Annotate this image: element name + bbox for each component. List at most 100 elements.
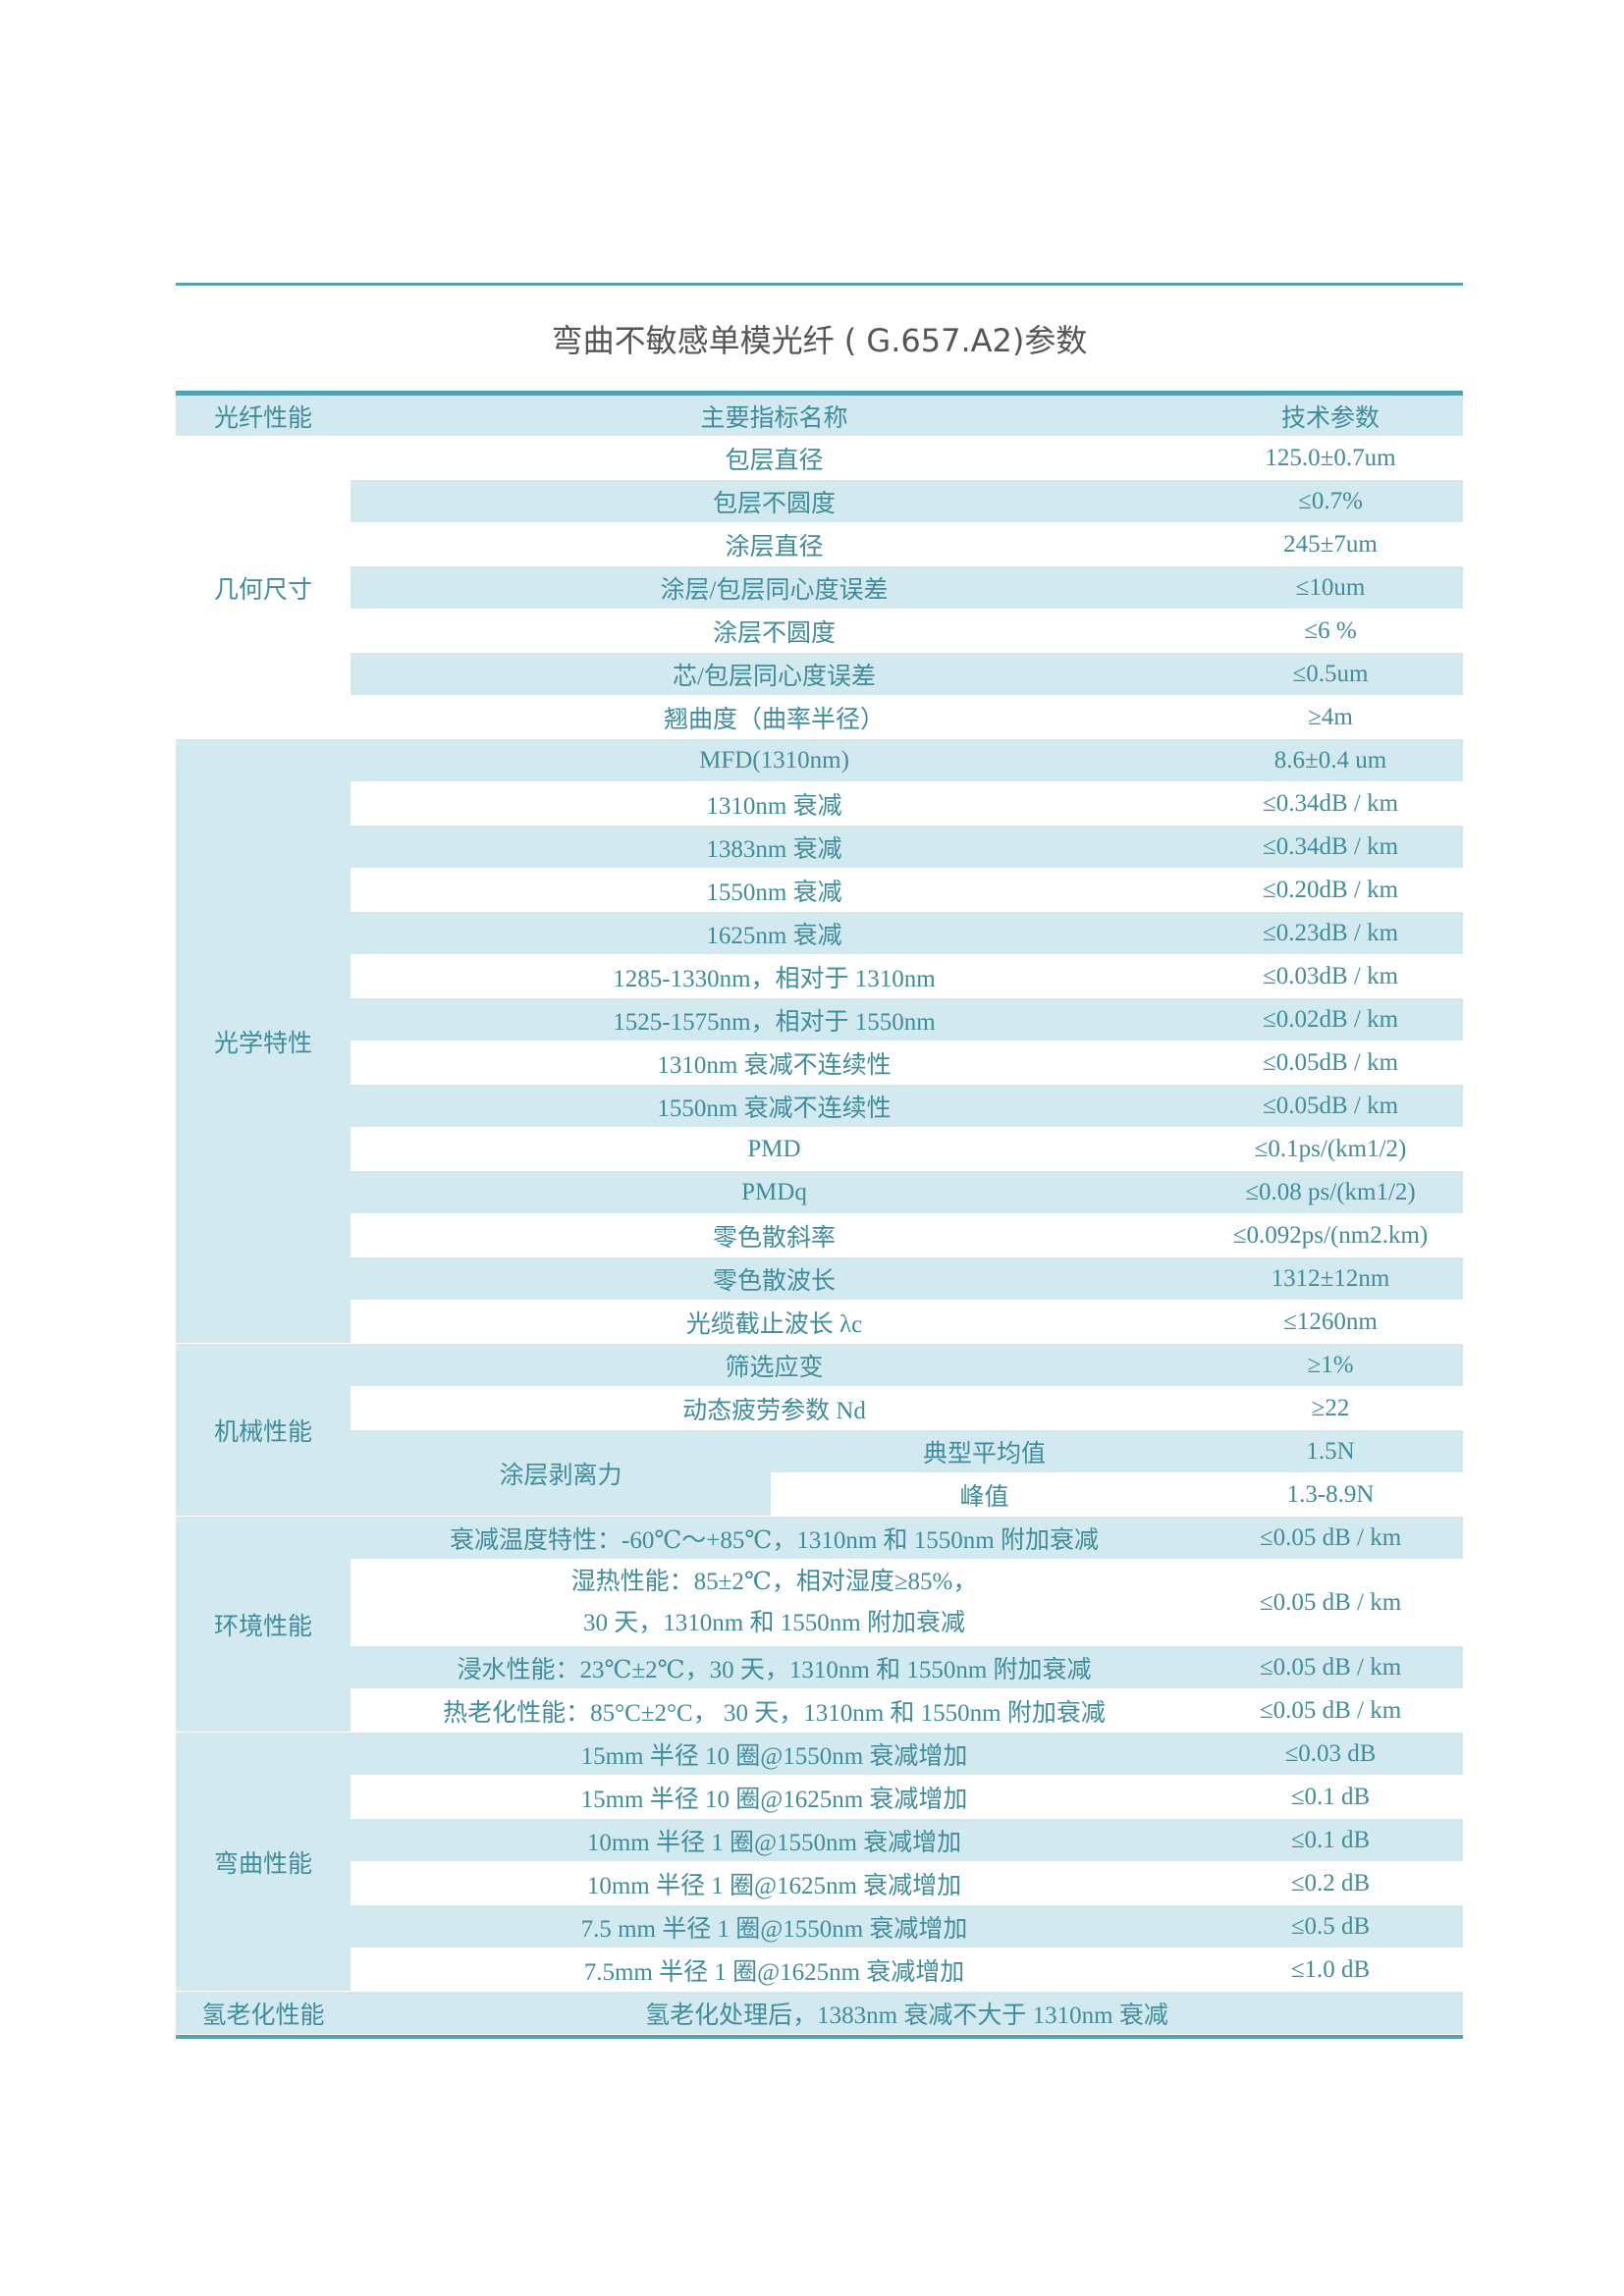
parameter-name: 涂层直径 (351, 522, 1199, 566)
parameter-value: ≥1% (1198, 1343, 1464, 1387)
parameter-name: 翘曲度（曲率半径） (351, 695, 1199, 739)
header-category: 光纤性能 (176, 396, 351, 437)
parameter-name: 1625nm 衰减 (351, 911, 1199, 955)
parameter-value: 1.5N (1198, 1429, 1464, 1473)
table-row: 1550nm 衰减不连续性 ≤0.05dB / km (176, 1084, 1464, 1128)
parameter-value: ≤0.1 dB (1198, 1775, 1464, 1819)
parameter-name: PMD (351, 1127, 1199, 1171)
table-row: 几何尺寸 包层直径 125.0±0.7um (176, 436, 1464, 739)
page-title: 弯曲不敏感单模光纤 ( G.657.A2)参数 (551, 322, 1088, 359)
parameter-name: 15mm 半径 10 圈@1550nm 衰减增加 (351, 1732, 1199, 1776)
parameter-value: ≤1260nm (1198, 1300, 1464, 1344)
header-value: 技术参数 (1198, 396, 1464, 437)
header-name: 主要指标名称 (351, 396, 1199, 437)
parameter-value: 1312±12nm (1198, 1256, 1464, 1301)
parameter-name: 7.5mm 半径 1 圈@1625nm 衰减增加 (351, 1948, 1199, 1992)
table-row: 涂层/包层同心度误差 ≤10um (176, 565, 1464, 610)
parameter-name: 光缆截止波长 λc (351, 1300, 1199, 1344)
parameter-value: ≥22 (1198, 1386, 1464, 1430)
table-row: 零色散波长 1312±12nm (176, 1256, 1464, 1301)
parameter-name: 湿热性能：85±2℃，相对湿度≥85%， 30 天，1310nm 和 1550nm… (351, 1559, 1199, 1646)
name-line-1: 湿热性能：85±2℃，相对湿度≥85%， (570, 1568, 978, 1595)
parameter-name: PMDq (351, 1170, 1199, 1214)
table-row: 10mm 半径 1 圈@1550nm 衰减增加 ≤0.1 dB (176, 1818, 1464, 1862)
table-row: 1285-1330nm，相对于 1310nm ≤0.03dB / km (176, 954, 1464, 998)
table-row: 涂层不圆度 ≤6 % (176, 609, 1464, 653)
parameter-name: 芯/包层同心度误差 (351, 652, 1199, 696)
parameter-name: 1550nm 衰减 (351, 868, 1199, 912)
parameter-value: ≤0.1 dB (1198, 1818, 1464, 1862)
table-row: 涂层直径 245±7um (176, 522, 1464, 566)
table-row: 动态疲劳参数 Nd ≥22 (176, 1386, 1464, 1430)
parameter-name: 1310nm 衰减 (351, 781, 1199, 826)
parameter-value: ≤1.0 dB (1198, 1948, 1464, 1992)
table-top-rule (176, 391, 1463, 396)
top-rule (176, 283, 1463, 286)
parameter-name: 热老化性能：85°C±2°C， 30 天，1310nm 和 1550nm 附加衰… (351, 1688, 1199, 1733)
parameter-name: 1550nm 衰减不连续性 (351, 1084, 1199, 1128)
parameter-value: ≥4m (1198, 695, 1464, 739)
table-row: PMDq ≤0.08 ps/(km1/2) (176, 1170, 1464, 1214)
table-row: 1550nm 衰减 ≤0.20dB / km (176, 868, 1464, 912)
parameter-name: 1525-1575nm，相对于 1550nm (351, 997, 1199, 1041)
table-row: 热老化性能：85°C±2°C， 30 天，1310nm 和 1550nm 附加衰… (176, 1688, 1464, 1733)
parameter-value: ≤0.05 dB / km (1198, 1559, 1464, 1646)
table-row: PMD ≤0.1ps/(km1/2) (176, 1127, 1464, 1171)
parameter-value: ≤0.092ps/(nm2.km) (1198, 1213, 1464, 1257)
parameter-name: 10mm 半径 1 圈@1550nm 衰减增加 (351, 1818, 1199, 1862)
table-row: 芯/包层同心度误差 ≤0.5um (176, 652, 1464, 696)
table-row: 环境性能 衰减温度特性：-60℃～+85℃，1310nm 和 1550nm 附加衰… (176, 1516, 1464, 1733)
parameter-name: 1383nm 衰减 (351, 825, 1199, 869)
table-row: 1383nm 衰减 ≤0.34dB / km (176, 825, 1464, 869)
parameter-value: ≤0.7% (1198, 479, 1464, 523)
parameter-value: ≤0.05 dB / km (1198, 1645, 1464, 1689)
table-row: 1310nm 衰减不连续性 ≤0.05dB / km (176, 1041, 1464, 1085)
table-row: 1310nm 衰减 ≤0.34dB / km (176, 781, 1464, 826)
parameter-name: 氢老化处理后，1383nm 衰减不大于 1310nm 衰减 (351, 1991, 1464, 2035)
parameter-value: ≤0.1ps/(km1/2) (1198, 1127, 1464, 1171)
table-row: 弯曲性能 15mm 半径 10 圈@1550nm 衰减增加 ≤0.03 dB (176, 1732, 1464, 1992)
parameter-value: ≤0.03dB / km (1198, 954, 1464, 998)
category-cell: 机械性能 (176, 1343, 351, 1517)
table-row: 湿热性能：85±2℃，相对湿度≥85%， 30 天，1310nm 和 1550nm… (176, 1559, 1464, 1646)
table-row: 峰值 1.3-8.9N (176, 1472, 1464, 1517)
parameter-name: 包层不圆度 (351, 479, 1199, 523)
parameter-name: 涂层/包层同心度误差 (351, 565, 1199, 610)
parameter-value: ≤6 % (1198, 609, 1464, 653)
parameter-value: ≤0.34dB / km (1198, 825, 1464, 869)
parameter-name: 10mm 半径 1 圈@1625nm 衰减增加 (351, 1861, 1199, 1905)
category-cell: 弯曲性能 (176, 1732, 351, 1992)
parameter-value: 1.3-8.9N (1198, 1472, 1464, 1517)
parameter-name: MFD(1310nm) (351, 738, 1199, 782)
table-row: 光学特性 MFD(1310nm) 8.6±0.4 um (176, 738, 1464, 1344)
table-row: 1525-1575nm，相对于 1550nm ≤0.02dB / km (176, 997, 1464, 1041)
parameter-value: 245±7um (1198, 522, 1464, 566)
parameter-value: ≤0.23dB / km (1198, 911, 1464, 955)
parameter-name: 7.5 mm 半径 1 圈@1550nm 衰减增加 (351, 1904, 1199, 1949)
category-cell: 光学特性 (176, 738, 351, 1344)
table-row: 包层不圆度 ≤0.7% (176, 479, 1464, 523)
table-row: 零色散斜率 ≤0.092ps/(nm2.km) (176, 1213, 1464, 1257)
parameter-name: 15mm 半径 10 圈@1625nm 衰减增加 (351, 1775, 1199, 1819)
category-cell: 氢老化性能 (176, 1991, 351, 2035)
sub-parameter-name: 典型平均值 (771, 1429, 1199, 1473)
parameter-value: ≤0.5 dB (1198, 1904, 1464, 1949)
table-row: 10mm 半径 1 圈@1625nm 衰减增加 ≤0.2 dB (176, 1861, 1464, 1905)
table-row: 7.5 mm 半径 1 圈@1550nm 衰减增加 ≤0.5 dB (176, 1904, 1464, 1949)
table-row: 机械性能 筛选应变 ≥1% (176, 1343, 1464, 1517)
parameter-value: ≤0.08 ps/(km1/2) (1198, 1170, 1464, 1214)
parameter-name: 动态疲劳参数 Nd (351, 1386, 1199, 1430)
parameter-value: ≤0.05 dB / km (1198, 1688, 1464, 1733)
parameter-value: ≤0.5um (1198, 652, 1464, 696)
sub-parameter-name: 峰值 (771, 1472, 1199, 1517)
table-row: 光缆截止波长 λc ≤1260nm (176, 1300, 1464, 1344)
parameter-value: ≤0.05 dB / km (1198, 1516, 1464, 1560)
table-row: 涂层剥离力 典型平均值 1.5N (176, 1429, 1464, 1517)
name-line-2: 30 天，1310nm 和 1550nm 附加衰减 (583, 1609, 965, 1636)
spec-table: 光纤性能 主要指标名称 技术参数 几何尺寸 包层直径 125.0±0.7um 包层不圆… (176, 396, 1464, 2035)
parameter-name: 筛选应变 (351, 1343, 1199, 1387)
table-row: 翘曲度（曲率半径） ≥4m (176, 695, 1464, 739)
table-bottom-rule (176, 2035, 1463, 2039)
parameter-value: ≤0.03 dB (1198, 1732, 1464, 1776)
parameter-name: 1285-1330nm，相对于 1310nm (351, 954, 1199, 998)
